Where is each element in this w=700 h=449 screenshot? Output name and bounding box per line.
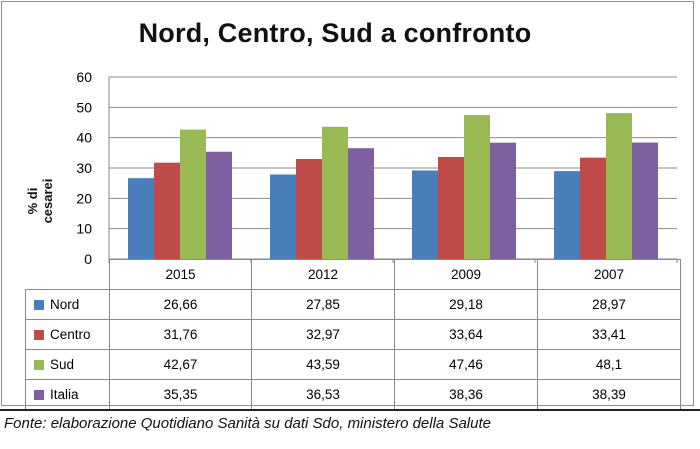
data-label: 33,41 bbox=[537, 319, 681, 350]
y-tick-label: 20 bbox=[76, 190, 92, 206]
bar-nord bbox=[128, 178, 154, 259]
legend-swatch bbox=[34, 330, 44, 340]
bar-nord bbox=[554, 171, 580, 259]
bar-centro bbox=[154, 162, 180, 259]
footer-divider bbox=[0, 409, 700, 411]
category-label: 2015 bbox=[109, 259, 252, 290]
bar-sud bbox=[464, 115, 490, 260]
bar-italia bbox=[632, 142, 658, 259]
source-note: Fonte: elaborazione Quotidiano Sanità su… bbox=[4, 415, 491, 432]
category-label: 2007 bbox=[537, 259, 681, 290]
y-tick-label: 0 bbox=[84, 251, 92, 267]
data-label: 33,64 bbox=[394, 319, 538, 350]
legend-label: Centro bbox=[50, 327, 91, 342]
category-label: 2009 bbox=[394, 259, 538, 290]
legend-swatch bbox=[34, 390, 44, 400]
y-tick-label: 60 bbox=[76, 69, 92, 85]
table-row: Sud 42,67 43,59 47,46 48,1 bbox=[25, 349, 681, 380]
data-table: 2015 2012 2009 2007 Nord 26,66 27,85 29,18 28,97… bbox=[25, 259, 681, 410]
bar-nord bbox=[270, 174, 296, 259]
legend-swatch bbox=[34, 360, 44, 370]
legend-entry: Nord bbox=[25, 289, 110, 320]
category-label: 2012 bbox=[251, 259, 395, 290]
legend-label: Italia bbox=[50, 387, 79, 402]
legend-entry: Sud bbox=[25, 349, 110, 380]
table-row: Centro 31,76 32,97 33,64 33,41 bbox=[25, 319, 681, 350]
data-label: 32,97 bbox=[251, 319, 395, 350]
data-label: 43,59 bbox=[251, 349, 395, 380]
table-header-row: 2015 2012 2009 2007 bbox=[25, 259, 681, 290]
bar-italia bbox=[206, 151, 232, 259]
data-label: 47,46 bbox=[394, 349, 538, 380]
y-tick-label: 10 bbox=[76, 221, 92, 237]
data-label: 35,35 bbox=[109, 379, 252, 410]
legend-entry: Italia bbox=[25, 379, 110, 410]
data-label: 36,53 bbox=[251, 379, 395, 410]
table-row: Nord 26,66 27,85 29,18 28,97 bbox=[25, 289, 681, 320]
data-label: 28,97 bbox=[537, 289, 681, 320]
bar-italia bbox=[348, 148, 374, 259]
chart-title: Nord, Centro, Sud a confronto bbox=[138, 18, 532, 48]
data-label: 27,85 bbox=[251, 289, 395, 320]
data-label: 42,67 bbox=[109, 349, 252, 380]
y-tick-label: 50 bbox=[76, 99, 92, 115]
data-label: 29,18 bbox=[394, 289, 538, 320]
data-label: 26,66 bbox=[109, 289, 252, 320]
bar-italia bbox=[490, 142, 516, 259]
data-label: 31,76 bbox=[109, 319, 252, 350]
bar-sud bbox=[180, 129, 206, 259]
bar-centro bbox=[580, 157, 606, 259]
y-tick-label: 30 bbox=[76, 160, 92, 176]
bar-nord bbox=[412, 170, 438, 259]
data-label: 38,36 bbox=[394, 379, 538, 410]
y-tick-label: 40 bbox=[76, 130, 92, 146]
bar-sud bbox=[606, 113, 632, 259]
bar-sud bbox=[322, 126, 348, 259]
legend-label: Sud bbox=[50, 357, 75, 372]
bar-centro bbox=[438, 156, 464, 259]
bar-centro bbox=[296, 158, 322, 259]
legend-entry: Centro bbox=[25, 319, 110, 350]
table-corner bbox=[25, 259, 110, 290]
data-label: 48,1 bbox=[537, 349, 681, 380]
legend-swatch bbox=[34, 300, 44, 310]
data-label: 38,39 bbox=[537, 379, 681, 410]
table-row: Italia 35,35 36,53 38,36 38,39 bbox=[25, 379, 681, 410]
legend-label: Nord bbox=[50, 297, 80, 312]
